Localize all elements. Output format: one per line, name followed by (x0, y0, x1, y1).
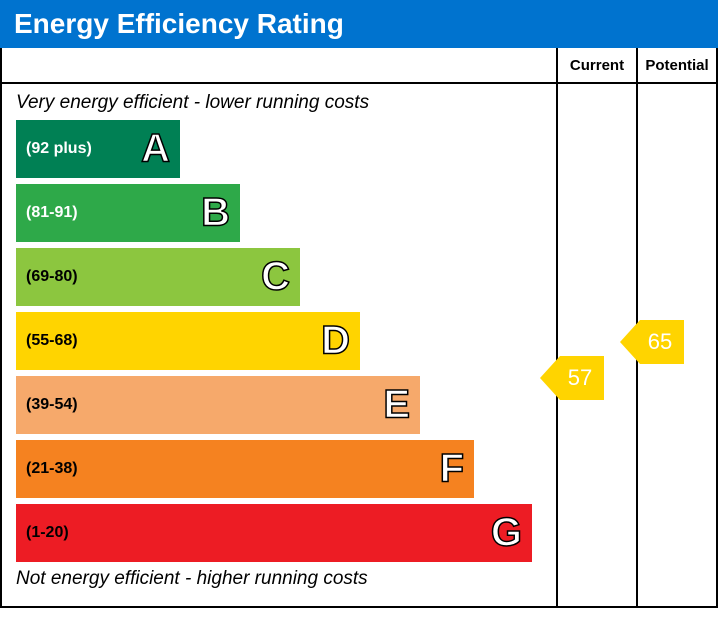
band-d: (55-68) D (16, 312, 360, 370)
arrow-tip-icon (620, 320, 640, 364)
band-letter-label: E (383, 383, 410, 428)
band-f: (21-38) F (16, 440, 474, 498)
band-e: (39-54) E (16, 376, 420, 434)
band-letter-label: G (491, 511, 522, 556)
band-letter-label: B (201, 191, 230, 236)
chart-title: Energy Efficiency Rating (0, 0, 718, 48)
band-g: (1-20) G (16, 504, 532, 562)
caption-inefficient: Not energy efficient - higher running co… (2, 568, 556, 590)
header-spacer (2, 48, 556, 82)
band-letter-label: A (141, 127, 170, 172)
current-arrow: 57 (540, 356, 604, 400)
potential-column: 65 (636, 84, 716, 606)
band-b: (81-91) B (16, 184, 240, 242)
bands-container: (92 plus) A (81-91) B (69-80) C (55-68) D (39-54… (2, 120, 556, 562)
bands-column: Very energy efficient - lower running co… (2, 84, 556, 606)
potential-value: 65 (640, 320, 684, 364)
band-letter-label: F (440, 447, 464, 492)
chart-body: Current Potential Very energy efficient … (0, 48, 718, 608)
band-range-label: (21-38) (16, 460, 78, 478)
epc-chart: Energy Efficiency Rating Current Potenti… (0, 0, 718, 619)
caption-efficient: Very energy efficient - lower running co… (2, 92, 556, 114)
current-value: 57 (560, 356, 604, 400)
header-row: Current Potential (2, 48, 716, 84)
band-range-label: (1-20) (16, 524, 69, 542)
band-range-label: (55-68) (16, 332, 78, 350)
band-letter-label: D (321, 319, 350, 364)
band-range-label: (81-91) (16, 204, 78, 222)
body-row: Very energy efficient - lower running co… (2, 84, 716, 606)
potential-arrow: 65 (620, 320, 684, 364)
band-a: (92 plus) A (16, 120, 180, 178)
band-range-label: (92 plus) (16, 140, 92, 158)
band-range-label: (69-80) (16, 268, 78, 286)
band-range-label: (39-54) (16, 396, 78, 414)
arrow-tip-icon (540, 356, 560, 400)
band-letter-label: C (261, 255, 290, 300)
band-c: (69-80) C (16, 248, 300, 306)
header-current: Current (556, 48, 636, 82)
header-potential: Potential (636, 48, 716, 82)
